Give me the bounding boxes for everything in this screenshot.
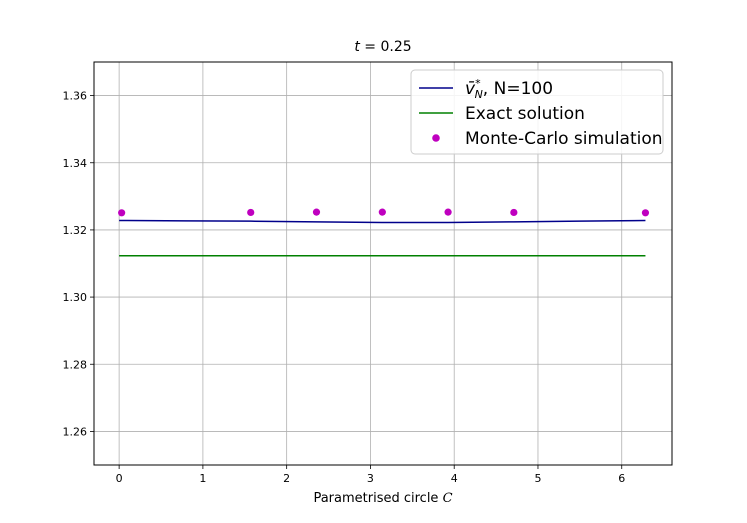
legend-symbol-rest: , N=100 [483,79,553,99]
x-axis-label-text: Parametrised circle [313,491,442,506]
plot-frame [93,61,673,466]
legend-box [410,69,664,155]
y-tick-label: 1.34 [63,157,88,170]
legend-symbol-sub: N [475,88,483,101]
legend-symbol-v: v̄ [465,79,476,99]
x-tick-label: 0 [116,472,123,485]
data-point [118,209,126,217]
series-layer [118,208,650,257]
x-tick-label: 1 [199,472,206,485]
legend: v̄* N, N=100 Exact solution Monte-Carlo sim… [410,69,664,155]
data-point [510,208,518,217]
legend-symbol-sup: * [475,77,481,90]
legend-swatch-marker [432,134,440,142]
x-tick-label: 5 [534,472,541,485]
data-point [378,208,386,216]
x-tick-label: 6 [618,472,625,485]
data-point [641,209,650,217]
legend-label: v̄* N, N=100 [465,77,553,101]
legend-label: Monte-Carlo simulation [465,129,663,149]
x-axis-label-symbol: C [443,491,453,506]
data-point [247,208,255,217]
y-tick-label: 1.28 [63,358,88,371]
y-tick-label: 1.36 [63,90,88,103]
title-value: = 0.25 [360,39,412,55]
tick-layer: 0 1 2 3 4 5 6 1.26 1.28 1.30 1.32 1.34 1.36 [63,90,626,485]
y-tick-label: 1.32 [63,224,88,237]
x-tick-label: 3 [367,472,374,485]
data-point [312,208,321,216]
chart-title: t = 0.25 [354,39,411,55]
data-point [444,208,452,216]
series-line-0 [119,219,646,224]
x-axis-label: Parametrised circle C [313,491,452,506]
title-variable: t [354,39,360,55]
x-tick-label: 4 [451,472,458,485]
y-tick-label: 1.30 [63,291,88,304]
y-tick-label: 1.26 [63,425,88,438]
legend-label: Exact solution [465,104,585,124]
x-tick-label: 2 [283,472,290,485]
